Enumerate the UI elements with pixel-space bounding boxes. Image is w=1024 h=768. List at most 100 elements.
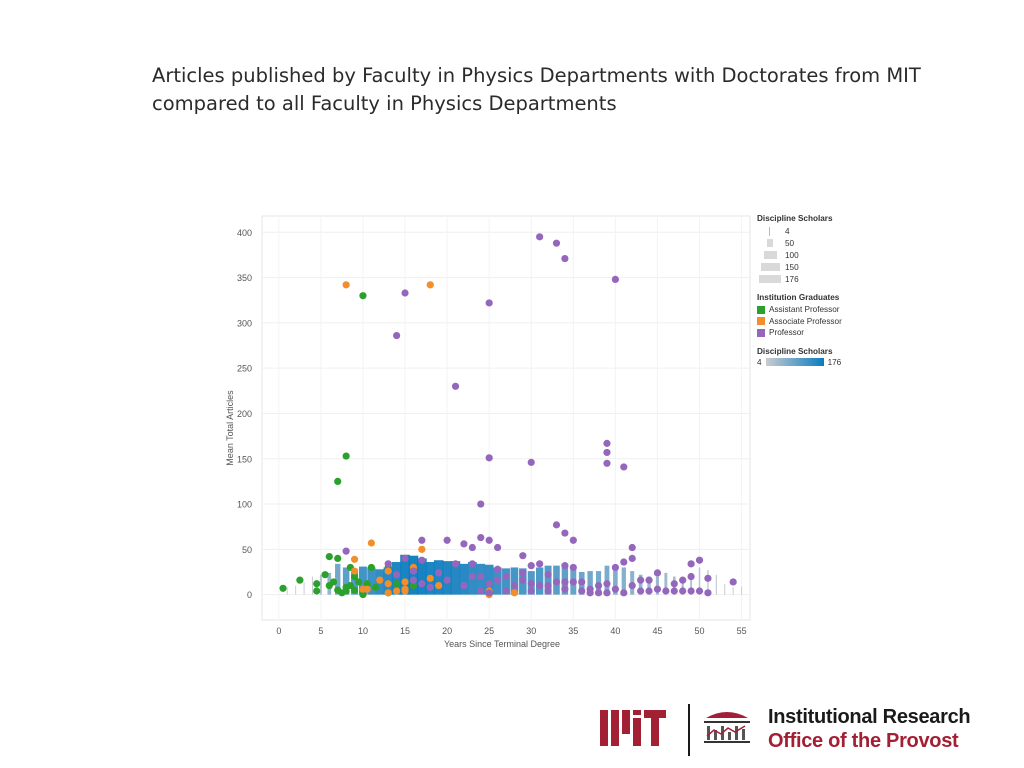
data-point (679, 576, 687, 584)
data-point (367, 563, 375, 572)
legend-swatch-purple (757, 328, 765, 337)
data-point (670, 580, 678, 588)
data-point (384, 589, 392, 597)
scholar-bar (335, 563, 341, 595)
scholar-bar (655, 576, 660, 595)
data-point (561, 585, 569, 593)
data-point (620, 589, 628, 597)
data-point (653, 585, 662, 593)
legend-color-item: Professor (757, 327, 877, 339)
data-point (426, 574, 434, 582)
y-axis-label: Mean Total Articles (225, 390, 235, 466)
data-point (493, 576, 502, 584)
data-point (418, 580, 426, 588)
y-tick-label: 0 (247, 590, 252, 600)
data-point (279, 584, 287, 592)
data-point (544, 571, 552, 579)
scholar-bar (459, 563, 469, 595)
data-point (418, 536, 426, 544)
data-point (477, 587, 485, 595)
data-point (451, 560, 460, 568)
data-point (384, 580, 392, 588)
data-point (477, 500, 485, 508)
data-point (355, 578, 363, 586)
data-point (552, 239, 561, 247)
data-point (393, 331, 401, 340)
scholar-bar (707, 570, 709, 595)
data-point (695, 556, 704, 564)
data-point (687, 572, 695, 581)
data-point (485, 299, 493, 307)
legend-color-item: Associate Professor (757, 316, 877, 328)
data-point (376, 576, 384, 584)
data-point (435, 569, 443, 577)
y-tick-label: 250 (237, 364, 252, 374)
x-tick-label: 55 (737, 626, 747, 636)
data-point (729, 578, 737, 586)
data-point (485, 454, 493, 462)
scholar-bar (681, 578, 684, 595)
data-point (628, 554, 636, 563)
data-point (426, 583, 434, 591)
data-point (401, 554, 409, 563)
legend-size-label: 176 (785, 274, 799, 284)
scholar-bar (367, 567, 376, 595)
data-point (367, 539, 375, 547)
x-tick-label: 30 (526, 626, 536, 636)
data-point (468, 560, 476, 568)
data-point (603, 459, 611, 467)
data-point (569, 536, 577, 544)
data-point (313, 580, 321, 588)
legend-gradient-row: 4 176 (757, 358, 877, 367)
data-point (409, 567, 418, 575)
data-point (637, 587, 645, 595)
scholar-bar (359, 566, 367, 595)
data-point (393, 587, 401, 595)
data-point (611, 585, 619, 593)
data-point (594, 589, 603, 597)
data-point (510, 581, 519, 590)
data-point (510, 589, 519, 597)
scholar-bar (417, 558, 427, 595)
scholar-bar (311, 576, 313, 595)
legend-size-label: 4 (785, 226, 790, 236)
data-point (342, 547, 350, 555)
legend-color-label: Professor (769, 328, 805, 338)
x-tick-label: 50 (695, 626, 705, 636)
data-point (325, 552, 333, 561)
data-point (561, 529, 569, 537)
data-point (536, 560, 544, 568)
scholar-bar (502, 568, 510, 595)
data-point (468, 572, 476, 581)
data-point (321, 571, 329, 579)
data-point (485, 589, 493, 597)
data-point (704, 589, 712, 597)
scholar-bar (351, 569, 359, 595)
mit-logo (600, 704, 750, 756)
scholar-bar (286, 587, 288, 595)
data-point (468, 543, 476, 552)
chart-svg: 0 50 100 150 200 250 300 350 400 0 5 10 15 20 25 30 35 40… (225, 215, 751, 649)
legend-gradient-bar (765, 358, 824, 366)
x-tick-label: 15 (400, 626, 410, 636)
data-point (594, 581, 603, 590)
data-point (628, 581, 636, 590)
legend-gradient-title: Discipline Scholars (757, 346, 833, 356)
data-point (363, 585, 371, 593)
data-point (460, 581, 468, 590)
legend-color-label: Assistant Professor (769, 305, 840, 315)
y-tick-label: 300 (237, 318, 252, 328)
data-point (603, 580, 611, 588)
data-point (443, 536, 451, 544)
scholar-bar (638, 574, 643, 595)
x-tick-label: 20 (442, 626, 452, 636)
data-point (493, 565, 502, 573)
data-point (527, 587, 535, 595)
data-point (334, 554, 342, 563)
data-point (342, 452, 350, 460)
data-point (477, 572, 485, 581)
data-point (628, 543, 636, 552)
legend-color-label: Associate Professor (769, 316, 842, 326)
legend-size-item: 100 (757, 249, 877, 261)
data-point (418, 556, 426, 564)
